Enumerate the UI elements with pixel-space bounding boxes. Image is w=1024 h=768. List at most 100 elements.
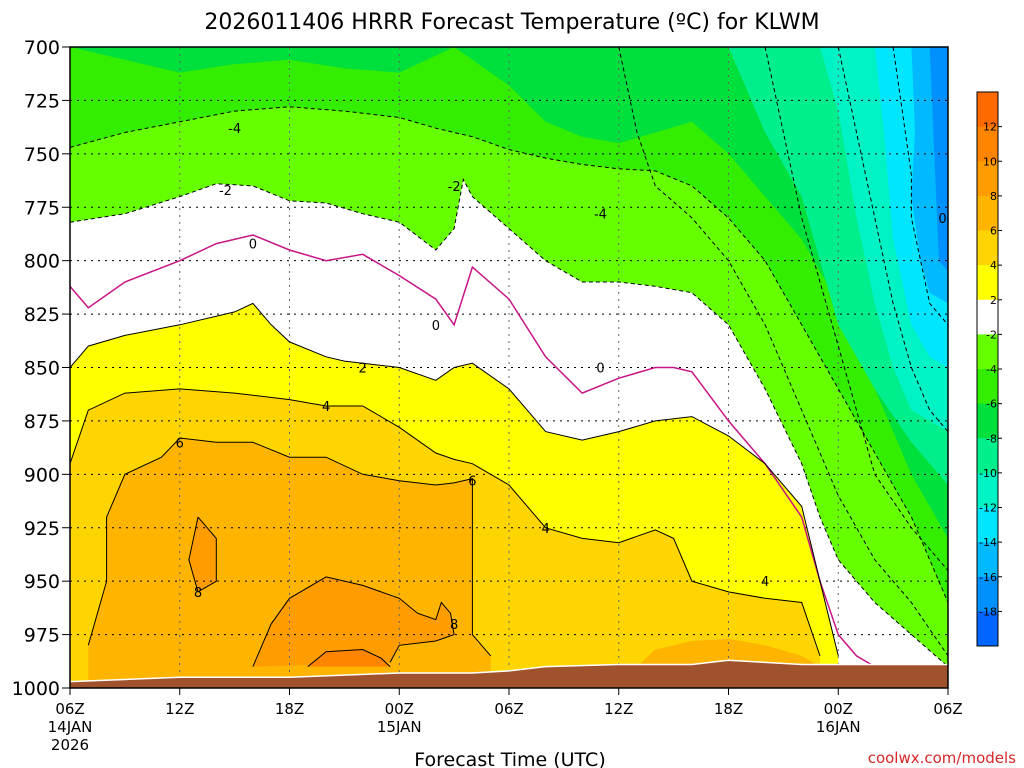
colorbar-swatch bbox=[977, 299, 998, 335]
colorbar-label: -2 bbox=[986, 328, 997, 341]
contour-label: 6 bbox=[468, 475, 476, 490]
colorbar-label: 12 bbox=[983, 121, 997, 134]
colorbar-swatch bbox=[977, 161, 998, 197]
contour-label: 8 bbox=[450, 618, 458, 633]
x-tick-label: 06Z bbox=[55, 700, 84, 718]
contour-cold-1 bbox=[764, 47, 948, 571]
x-tick-label: 00Z bbox=[824, 700, 853, 718]
colorbar-swatch bbox=[977, 230, 998, 266]
colorbar-swatch bbox=[977, 438, 998, 474]
contour-4-4 bbox=[70, 388, 821, 657]
contour-label: 4 bbox=[761, 575, 769, 590]
fill-plus10-0 bbox=[307, 649, 391, 667]
colorbar-swatch bbox=[977, 195, 998, 231]
contour-label: 8 bbox=[194, 586, 202, 601]
fill-plus8-1 bbox=[252, 576, 455, 667]
colorbar-label: -18 bbox=[979, 605, 997, 618]
fill-plus8-0 bbox=[188, 517, 217, 592]
contour--4-0 bbox=[70, 106, 948, 603]
x-axis-label: Forecast Time (UTC) bbox=[414, 749, 605, 768]
contour-label: 0 bbox=[432, 319, 440, 334]
y-tick-label: 1000 bbox=[12, 678, 60, 700]
plot-area: -4 -2 -2 -4 0 0 0 2 4 4 4 6 6 8 8 0 bbox=[69, 46, 949, 689]
y-tick-label: 925 bbox=[24, 518, 60, 540]
colorbar-swatch bbox=[977, 403, 998, 439]
colorbar-swatch bbox=[977, 265, 998, 301]
contour-cold-0 bbox=[618, 47, 948, 657]
y-tick-label: 825 bbox=[24, 304, 60, 326]
x-tick-year: 2026 bbox=[51, 736, 89, 754]
contour-label: -2 bbox=[448, 180, 461, 195]
colorbar-swatch bbox=[977, 334, 998, 370]
contour-label: 0 bbox=[938, 212, 946, 227]
fill-plus6-late bbox=[637, 638, 820, 667]
colorbar-swatch bbox=[977, 126, 998, 162]
credit-text: coolwx.com/models bbox=[868, 749, 1016, 767]
colorbar-label: -10 bbox=[979, 467, 997, 480]
contour-6-5 bbox=[87, 437, 492, 657]
contour-0-2 bbox=[70, 234, 876, 668]
x-tick-date: 15JAN bbox=[377, 718, 422, 736]
colorbar-swatch bbox=[977, 507, 998, 543]
colorbar-label: 6 bbox=[990, 225, 997, 238]
contour--2-1 bbox=[70, 178, 948, 667]
y-axis: 700 725 750 775 800 825 850 875 900 925 950 975 1000 bbox=[12, 37, 70, 700]
colorbar-label: 4 bbox=[990, 259, 997, 272]
colorbar-label: -4 bbox=[986, 363, 997, 376]
colorbar-swatch bbox=[977, 576, 998, 612]
colorbar-swatch bbox=[977, 369, 998, 405]
contour-label: 4 bbox=[541, 522, 549, 537]
colorbar-swatch bbox=[977, 542, 998, 578]
y-tick-label: 700 bbox=[24, 37, 60, 59]
colorbar-swatch bbox=[977, 92, 998, 128]
y-tick-label: 850 bbox=[24, 358, 60, 380]
contour-8-6 bbox=[188, 516, 217, 593]
contour-label: 4 bbox=[322, 400, 330, 415]
contour-label: 6 bbox=[176, 436, 184, 451]
chart-title: 2026011406 HRRR Forecast Temperature (ºC… bbox=[204, 10, 819, 35]
colorbar-label: -12 bbox=[979, 502, 997, 515]
contour-cold-3 bbox=[892, 47, 948, 326]
contour-8-7 bbox=[252, 576, 455, 667]
contour-label: -4 bbox=[594, 208, 607, 223]
y-tick-label: 775 bbox=[24, 197, 60, 219]
y-tick-label: 725 bbox=[24, 90, 60, 112]
x-tick-label: 18Z bbox=[275, 700, 304, 718]
x-tick-label: 12Z bbox=[165, 700, 194, 718]
x-tick-date: 14JAN bbox=[48, 718, 93, 736]
x-tick-label: 18Z bbox=[714, 700, 743, 718]
colorbar-legend: 12 10 8 6 4 2 -2 -4 -6 -8 -10 -12 -14 -16 -18 bbox=[976, 91, 1002, 647]
y-tick-label: 875 bbox=[24, 411, 60, 433]
x-tick-label: 12Z bbox=[604, 700, 633, 718]
x-tick-label: 06Z bbox=[933, 700, 962, 718]
x-tick-label: 00Z bbox=[385, 700, 414, 718]
y-tick-label: 800 bbox=[24, 251, 60, 273]
contour-label: 0 bbox=[596, 362, 604, 377]
colorbar-label: 8 bbox=[990, 190, 997, 203]
colorbar-label: -8 bbox=[986, 432, 997, 445]
colorbar-label: -6 bbox=[986, 398, 997, 411]
contour-label: -4 bbox=[228, 122, 241, 137]
fill-cold-16 bbox=[929, 47, 948, 272]
contour-label: 0 bbox=[249, 238, 257, 253]
contour-label: 2 bbox=[359, 362, 367, 377]
colorbar-label: 10 bbox=[983, 155, 997, 168]
colorbar-label: 2 bbox=[990, 294, 997, 307]
y-tick-label: 900 bbox=[24, 464, 60, 486]
colorbar-swatch bbox=[977, 611, 998, 647]
colorbar-label: -14 bbox=[979, 536, 997, 549]
y-tick-label: 750 bbox=[24, 144, 60, 166]
contour-10-8 bbox=[307, 648, 391, 667]
y-tick-label: 950 bbox=[24, 571, 60, 593]
contour-2-3 bbox=[70, 302, 839, 657]
colorbar-label: -16 bbox=[979, 571, 997, 584]
colorbar-swatch bbox=[977, 472, 998, 508]
x-tick-label: 06Z bbox=[494, 700, 523, 718]
x-tick-date: 16JAN bbox=[816, 718, 861, 736]
contour-label: -2 bbox=[219, 184, 232, 199]
contour-cold-2 bbox=[837, 47, 948, 432]
y-tick-label: 975 bbox=[24, 625, 60, 647]
terrain-edge bbox=[70, 659, 948, 683]
